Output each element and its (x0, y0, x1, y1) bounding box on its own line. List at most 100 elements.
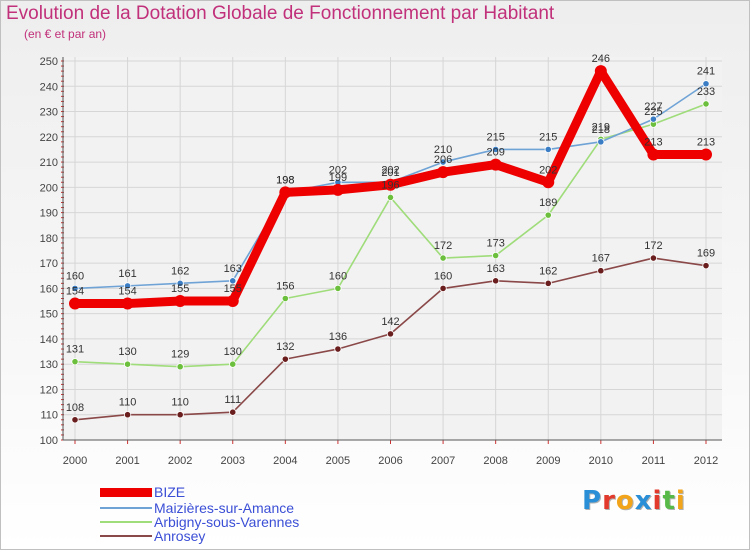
data-point-bize (331, 183, 344, 196)
legend-item-arbigny: Arbigny-sous-Varennes (100, 514, 400, 530)
data-label-anrosey: 167 (592, 253, 610, 265)
data-label-arbigny-sous-varennes: 131 (66, 344, 84, 356)
x-tick-label: 2003 (221, 455, 245, 467)
data-label-arbigny-sous-varennes: 173 (486, 238, 504, 250)
data-label-bize: 155 (224, 283, 242, 295)
data-point-arbigny-sous-varennes (386, 193, 395, 202)
y-tick-label: 190 (40, 208, 58, 220)
data-label-arbigny-sous-varennes: 156 (276, 281, 294, 293)
data-point-bize (226, 295, 239, 308)
data-label-bize: 154 (118, 286, 136, 298)
x-tick-label: 2010 (589, 455, 613, 467)
x-tick-label: 2001 (115, 455, 139, 467)
data-label-maizieres-sur-amance: 162 (171, 265, 189, 277)
data-point-anrosey (649, 254, 658, 262)
y-tick-label: 170 (40, 258, 58, 270)
legend-label-maizieres: Maizières-sur-Amance (154, 500, 295, 516)
y-tick-label: 150 (40, 309, 58, 321)
data-label-maizieres-sur-amance: 215 (539, 131, 557, 143)
data-label-bize: 246 (592, 53, 610, 65)
data-point-anrosey (492, 277, 500, 285)
data-point-arbigny-sous-varennes (544, 211, 552, 219)
data-point-maizieres-sur-amance (702, 80, 710, 88)
data-point-arbigny-sous-varennes (334, 284, 342, 292)
data-label-anrosey: 110 (119, 397, 137, 409)
data-label-bize: 209 (486, 147, 504, 159)
data-point-anrosey (702, 262, 710, 270)
data-label-maizieres-sur-amance: 198 (276, 174, 294, 186)
y-tick-label: 200 (40, 182, 58, 194)
y-tick-label: 120 (40, 384, 58, 396)
x-tick-label: 2002 (168, 455, 192, 467)
data-label-bize: 213 (697, 136, 715, 148)
y-tick-label: 240 (40, 81, 58, 93)
data-label-anrosey: 163 (486, 263, 504, 275)
data-label-arbigny-sous-varennes: 172 (434, 240, 452, 252)
data-label-maizieres-sur-amance: 210 (434, 144, 452, 156)
logo-letter: r (602, 486, 616, 516)
data-label-arbigny-sous-varennes: 196 (381, 179, 399, 191)
data-point-bize (542, 176, 555, 189)
data-label-arbigny-sous-varennes: 233 (697, 86, 715, 98)
data-label-maizieres-sur-amance: 163 (224, 263, 242, 275)
legend-item-maizieres: Maizières-sur-Amance (100, 500, 400, 516)
data-point-maizieres-sur-amance (649, 115, 658, 123)
data-label-arbigny-sous-varennes: 129 (171, 349, 189, 361)
x-tick-label: 2005 (326, 455, 350, 467)
data-point-anrosey (71, 416, 79, 424)
x-tick-label: 2011 (642, 455, 666, 467)
logo-letter: P (582, 486, 603, 516)
data-label-maizieres-sur-amance: 227 (644, 101, 662, 113)
data-label-maizieres-sur-amance: 241 (697, 66, 715, 78)
data-point-maizieres-sur-amance (597, 138, 605, 146)
data-point-maizieres-sur-amance (123, 282, 132, 290)
data-point-maizieres-sur-amance (439, 158, 447, 166)
y-tick-label: 250 (40, 56, 58, 68)
data-label-arbigny-sous-varennes: 225 (644, 106, 662, 118)
data-point-bize (384, 178, 397, 191)
legend-swatch-bize (100, 488, 152, 497)
data-point-anrosey (334, 345, 342, 353)
data-label-arbigny-sous-varennes: 189 (539, 197, 557, 209)
data-point-bize (594, 65, 607, 78)
data-point-arbigny-sous-varennes (702, 100, 710, 108)
data-point-bize (437, 166, 450, 179)
data-point-maizieres-sur-amance (229, 277, 237, 285)
legend-swatch-arbigny (100, 521, 152, 523)
data-label-bize: 155 (171, 283, 189, 295)
data-label-anrosey: 142 (381, 316, 399, 328)
data-label-bize: 213 (644, 136, 662, 148)
legend-swatch-maizieres (100, 507, 152, 509)
legend-item-anrosey: Anrosey (100, 528, 400, 544)
y-tick-label: 210 (40, 157, 58, 169)
y-tick-label: 100 (40, 435, 58, 447)
data-point-arbigny-sous-varennes (176, 363, 184, 371)
x-tick-label: 2007 (431, 455, 455, 467)
data-label-anrosey: 172 (644, 240, 662, 252)
data-point-anrosey (281, 355, 289, 363)
data-label-maizieres-sur-amance: 218 (592, 124, 610, 136)
data-label-anrosey: 108 (66, 402, 84, 414)
data-label-maizieres-sur-amance: 215 (486, 131, 504, 143)
data-point-bize (700, 148, 712, 161)
legend-item-bize: BIZE (100, 484, 400, 500)
x-tick-label: 2004 (273, 455, 297, 467)
x-tick-label: 2008 (483, 455, 507, 467)
y-tick-label: 220 (40, 132, 58, 144)
data-point-bize (69, 297, 81, 310)
data-label-maizieres-sur-amance: 161 (118, 268, 136, 280)
data-label-maizieres-sur-amance: 202 (381, 164, 399, 176)
y-tick-label: 230 (40, 107, 58, 119)
data-label-bize: 154 (66, 286, 84, 298)
data-label-maizieres-sur-amance: 202 (329, 164, 347, 176)
data-label-anrosey: 111 (224, 394, 241, 406)
data-label-arbigny-sous-varennes: 130 (224, 346, 242, 358)
data-label-anrosey: 162 (539, 265, 557, 277)
y-tick-label: 130 (40, 359, 58, 371)
data-point-anrosey (176, 411, 184, 419)
proxiti-logo: Proxiti (582, 486, 686, 516)
data-label-arbigny-sous-varennes: 160 (329, 270, 347, 282)
data-point-bize (121, 297, 134, 310)
y-tick-label: 180 (40, 233, 58, 245)
